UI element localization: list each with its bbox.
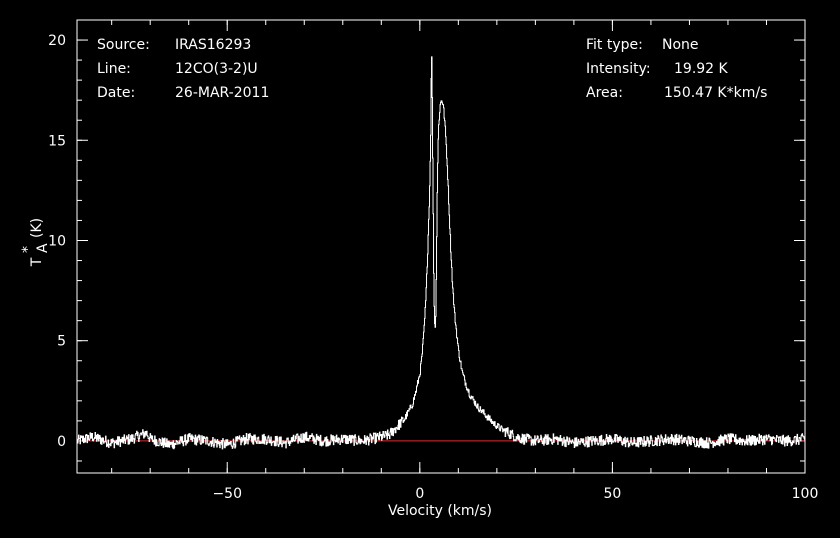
source-label: Source:	[97, 37, 150, 53]
x-tick-label: 0	[415, 486, 424, 502]
y-axis-title-main: T	[29, 257, 45, 267]
y-axis-title: T A * (K)	[20, 218, 51, 267]
area-label: Area:	[586, 85, 623, 101]
spectrum-line	[77, 56, 806, 450]
y-axis-title-sub: A	[35, 243, 51, 253]
intensity-label: Intensity:	[586, 61, 651, 77]
y-tick-label: 15	[48, 133, 66, 149]
fit-type-value: None	[662, 37, 699, 53]
header-left: Source: IRAS16293 Line: 12CO(3-2)U Date:…	[97, 37, 269, 101]
y-tick-label: 10	[48, 233, 66, 249]
fit-type-label: Fit type:	[586, 37, 643, 53]
x-tick-label: −50	[212, 486, 242, 502]
source-value: IRAS16293	[175, 37, 251, 53]
line-label: Line:	[97, 61, 131, 77]
date-value: 26-MAR-2011	[175, 85, 269, 101]
area-value: 150.47 K*km/s	[664, 85, 767, 101]
date-label: Date:	[97, 85, 135, 101]
y-axis-title-unit: (K)	[29, 218, 45, 238]
y-tick-label: 0	[57, 434, 66, 450]
spectrum-layer	[77, 56, 806, 450]
plot-frame	[76, 19, 806, 474]
y-tick-label: 5	[57, 334, 66, 350]
tick-labels: −50 0 50 100 0 5 10 15 20	[48, 33, 818, 502]
x-tick-label: 100	[792, 486, 819, 502]
y-tick-label: 20	[48, 33, 66, 49]
x-axis-title: Velocity (km/s)	[388, 503, 492, 519]
y-axis-title-sup: *	[20, 246, 36, 253]
intensity-value: 19.92 K	[674, 61, 729, 77]
x-tick-label: 50	[603, 486, 621, 502]
line-value: 12CO(3-2)U	[175, 61, 258, 77]
header-right: Fit type: None Intensity: 19.92 K Area: …	[586, 37, 767, 101]
